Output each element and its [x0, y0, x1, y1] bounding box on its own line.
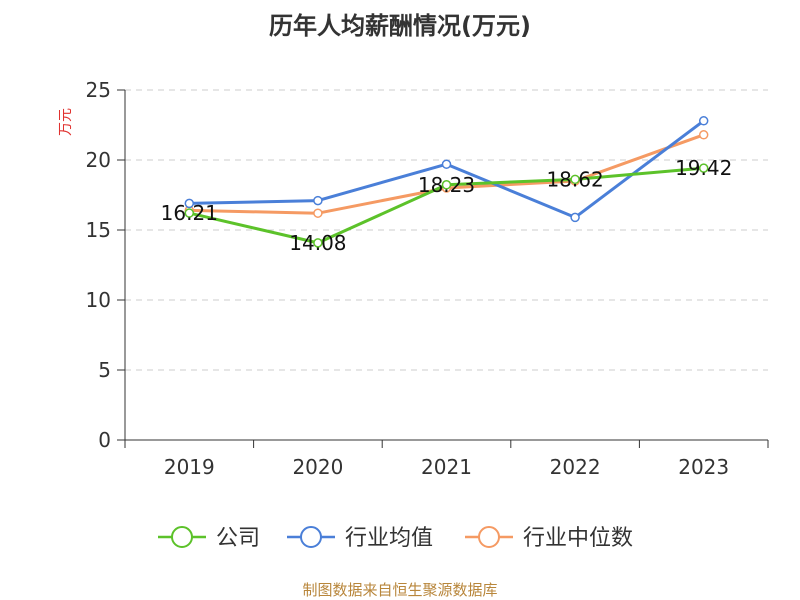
data-label: 18.62 [546, 167, 603, 191]
x-tick-label: 2021 [421, 455, 472, 479]
data-point [441, 180, 452, 190]
y-tick-label: 25 [86, 78, 111, 102]
legend-label: 行业中位数 [523, 526, 633, 551]
y-tick-label: 5 [98, 358, 111, 382]
x-tick-label: 2023 [678, 455, 729, 479]
series-layer [184, 116, 709, 248]
data-point [184, 208, 195, 218]
y-tick-label: 10 [86, 288, 111, 312]
axis-layer: 0 5 10 15 20 25 2019 2020 2021 2022 2023 [86, 78, 769, 479]
chart-title: 历年人均薪酬情况(万元) [269, 12, 531, 40]
legend: 公司 行业均值 行业中位数 [158, 526, 633, 551]
y-tick-label: 0 [98, 428, 111, 452]
data-label-layer: 16.21 14.08 18.23 18.62 19.42 [161, 156, 733, 255]
data-point [698, 163, 709, 173]
data-label: 16.21 [161, 201, 218, 225]
y-axis-label: 万元 [58, 108, 74, 136]
x-tick-label: 2020 [292, 455, 343, 479]
data-point [313, 195, 323, 206]
data-label: 19.42 [675, 156, 732, 180]
legend-label: 行业均值 [345, 526, 433, 551]
grid-layer [125, 89, 768, 371]
legend-swatch-marker [478, 526, 500, 548]
data-point [313, 208, 323, 218]
series-line-1 [189, 119, 705, 219]
source-note: 制图数据来自恒生聚源数据库 [302, 581, 497, 599]
legend-swatch-marker [300, 526, 322, 548]
data-point [313, 238, 323, 248]
data-point [698, 116, 709, 126]
data-point [441, 159, 452, 169]
y-tick-label: 20 [86, 148, 111, 172]
x-tick-label: 2022 [550, 455, 601, 479]
data-point [570, 212, 580, 223]
data-label: 18.23 [418, 173, 475, 197]
data-point [184, 198, 195, 209]
data-point [698, 130, 709, 140]
y-tick-label: 15 [86, 218, 111, 242]
legend-label: 公司 [216, 526, 260, 551]
legend-swatch-marker [171, 526, 193, 548]
data-label: 14.08 [289, 231, 346, 255]
x-tick-label: 2019 [164, 455, 215, 479]
data-point [570, 174, 580, 185]
